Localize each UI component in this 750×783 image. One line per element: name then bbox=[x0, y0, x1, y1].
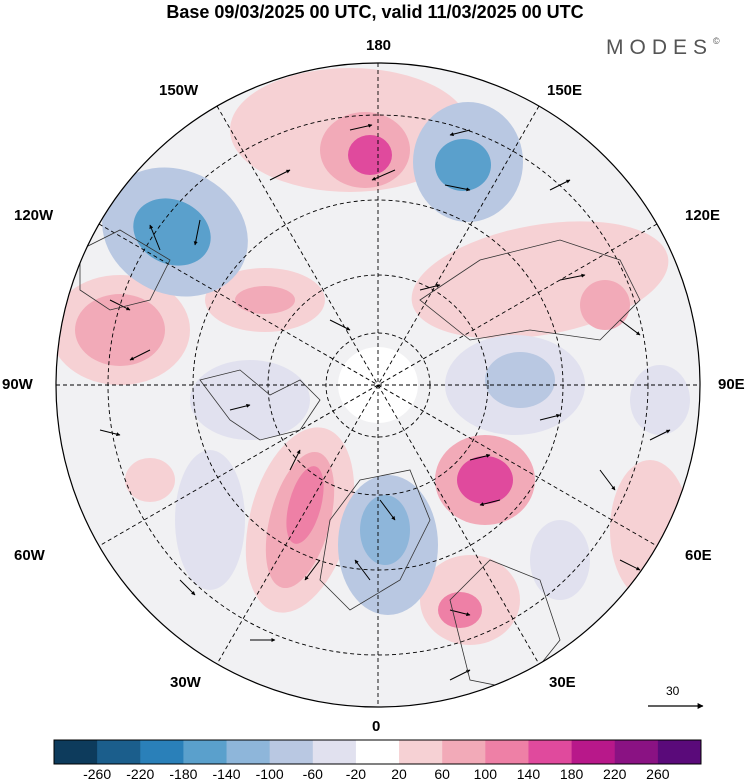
anomaly-shading bbox=[56, 68, 690, 645]
lon-label-90w: 90W bbox=[2, 376, 33, 393]
colorbar-tick-label: 60 bbox=[434, 766, 450, 782]
colorbar-tick-label: -140 bbox=[212, 766, 241, 782]
colorbar-outline bbox=[53, 739, 702, 765]
lon-label-30w: 30W bbox=[170, 674, 201, 691]
wind-vectors bbox=[99, 123, 671, 681]
colorbar-swatch bbox=[269, 740, 314, 764]
colorbar-swatch bbox=[399, 740, 443, 764]
coastlines bbox=[79, 229, 641, 691]
colorbar-tick-label: 20 bbox=[391, 766, 407, 782]
colorbar-swatch bbox=[442, 740, 486, 764]
lon-label-180: 180 bbox=[366, 37, 392, 54]
colorbar-tick-label: -100 bbox=[255, 766, 284, 782]
colorbar-swatch bbox=[226, 740, 271, 764]
colorbar-tick-label: -180 bbox=[169, 766, 198, 782]
colorbar-tick-label: 100 bbox=[473, 766, 498, 782]
lon-label-60w: 60W bbox=[14, 547, 45, 564]
colorbar-tick-label: 260 bbox=[646, 766, 670, 782]
lon-label-120w: 120W bbox=[14, 207, 54, 224]
copyright-mark: © bbox=[713, 36, 720, 46]
colorbar-swatch bbox=[355, 740, 400, 764]
colorbar-swatch bbox=[657, 740, 702, 764]
colorbar-swatch bbox=[614, 740, 659, 764]
colorbar-tick-label: -260 bbox=[83, 766, 112, 782]
lon-label-30e: 30E bbox=[549, 674, 576, 691]
lon-label-120e: 120E bbox=[685, 207, 721, 224]
map-border bbox=[55, 62, 701, 708]
brand-logo: MODES© bbox=[606, 36, 720, 60]
colorbar-tick-label: 180 bbox=[559, 766, 584, 782]
colorbar-swatch bbox=[528, 740, 573, 764]
lon-label-150e: 150E bbox=[547, 82, 583, 99]
lon-label-150w: 150W bbox=[159, 82, 199, 99]
colorbar-tick-label: 220 bbox=[603, 766, 627, 782]
colorbar-tick-label: -20 bbox=[345, 766, 367, 782]
colorbar-swatch bbox=[54, 740, 98, 764]
lon-label-60e: 60E bbox=[685, 547, 712, 564]
lon-label-0: 0 bbox=[372, 718, 381, 735]
lon-label-90e: 90E bbox=[718, 376, 745, 393]
colorbar-swatch bbox=[485, 740, 529, 764]
colorbar-tick-label: -60 bbox=[302, 766, 323, 782]
colorbar bbox=[53, 739, 702, 765]
colorbar-swatch bbox=[97, 740, 141, 764]
colorbar-swatch bbox=[140, 740, 184, 764]
reference-vector-label: 30 bbox=[666, 684, 680, 698]
graticule bbox=[56, 63, 700, 707]
map-title: Base 09/03/2025 00 UTC, valid 11/03/2025… bbox=[166, 2, 584, 22]
colorbar-swatch bbox=[183, 740, 228, 764]
colorbar-swatch bbox=[571, 740, 616, 764]
colorbar-swatch bbox=[312, 740, 357, 764]
map-disc bbox=[56, 63, 700, 707]
colorbar-tick-label: -220 bbox=[126, 766, 155, 782]
brand-name: MODES bbox=[606, 36, 714, 59]
colorbar-tick-label: 140 bbox=[516, 766, 541, 782]
